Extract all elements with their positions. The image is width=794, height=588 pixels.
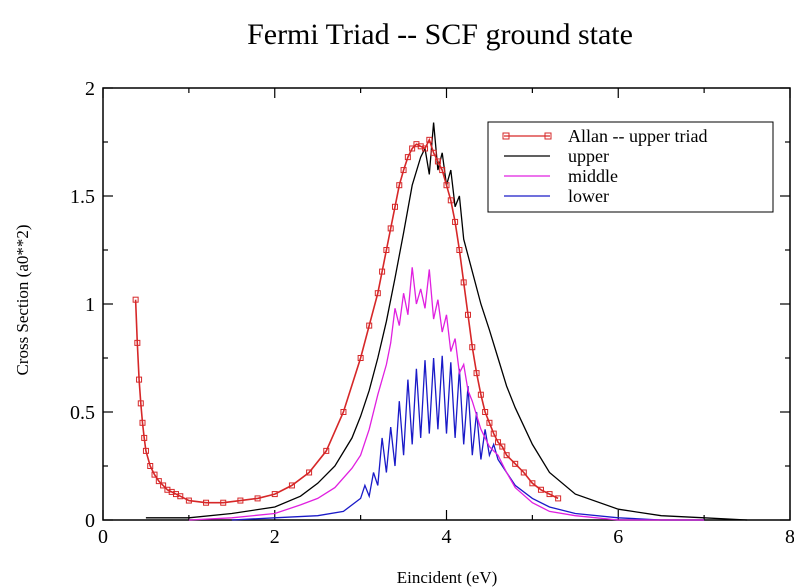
series-point-allan-upper-triad bbox=[220, 499, 227, 506]
series-point-allan-upper-triad bbox=[452, 218, 459, 225]
series-point-allan-upper-triad bbox=[430, 149, 437, 156]
series-point-allan-upper-triad bbox=[147, 463, 154, 469]
series-point-allan-upper-triad bbox=[136, 376, 143, 383]
y-tick-label: 2 bbox=[85, 78, 95, 100]
series-point-allan-upper-triad bbox=[460, 279, 467, 286]
series-point-allan-upper-triad bbox=[160, 482, 167, 489]
series-point-allan-upper-triad bbox=[434, 158, 441, 165]
series-point-allan-upper-triad bbox=[499, 443, 506, 450]
series-point-allan-upper-triad bbox=[537, 486, 544, 493]
legend-marker-allan-upper-triad bbox=[544, 132, 552, 140]
series-point-allan-upper-triad bbox=[142, 447, 149, 454]
series-point-allan-upper-triad bbox=[520, 469, 527, 476]
series-point-allan-upper-triad bbox=[288, 482, 295, 489]
series-point-allan-upper-triad bbox=[464, 311, 471, 318]
series-point-allan-upper-triad bbox=[137, 400, 144, 407]
series-point-allan-upper-triad bbox=[237, 497, 244, 504]
chart-title: Fermi Triad -- SCF ground state bbox=[247, 18, 633, 51]
legend-label-lower: lower bbox=[568, 186, 609, 206]
series-point-allan-upper-triad bbox=[271, 491, 278, 498]
x-tick-label: 4 bbox=[442, 526, 452, 548]
series-point-allan-upper-triad bbox=[374, 290, 381, 297]
series-point-allan-upper-triad bbox=[546, 491, 553, 498]
series-point-allan-upper-triad bbox=[366, 322, 373, 329]
legend-label-upper: upper bbox=[568, 146, 609, 166]
y-tick-label: 1.5 bbox=[70, 186, 95, 208]
legend-box bbox=[487, 121, 774, 213]
x-tick-label: 0 bbox=[98, 526, 108, 548]
series-point-allan-upper-triad bbox=[379, 268, 386, 275]
series-point-allan-upper-triad bbox=[503, 452, 510, 459]
series-point-allan-upper-triad bbox=[422, 145, 429, 152]
series-point-allan-upper-triad bbox=[357, 355, 364, 361]
x-tick-label: 6 bbox=[613, 526, 623, 548]
series-point-allan-upper-triad bbox=[443, 182, 450, 189]
series-point-allan-upper-triad bbox=[482, 409, 489, 415]
series-point-allan-upper-triad bbox=[254, 495, 261, 502]
series-point-allan-upper-triad bbox=[490, 430, 497, 437]
x-tick-label: 2 bbox=[270, 526, 280, 548]
series-point-allan-upper-triad bbox=[512, 460, 519, 467]
series-point-allan-upper-triad bbox=[306, 469, 313, 476]
series-point-allan-upper-triad bbox=[404, 154, 411, 161]
series-point-allan-upper-triad bbox=[486, 419, 493, 426]
series-line-upper bbox=[145, 122, 748, 521]
series-point-allan-upper-triad bbox=[387, 225, 394, 232]
plot-area: 0 2 4 6 8 0 0.5 1 1.5 2 bbox=[70, 78, 794, 548]
series-point-allan-upper-triad bbox=[529, 480, 536, 487]
y-tick-label: 0.5 bbox=[70, 402, 95, 424]
series-point-allan-upper-triad bbox=[185, 497, 192, 504]
legend-marker-allan-upper-triad bbox=[502, 132, 510, 140]
series-point-allan-upper-triad bbox=[177, 493, 184, 500]
x-tick-label: 8 bbox=[785, 526, 794, 548]
legend-label-allan-upper-triad: Allan -- upper triad bbox=[568, 126, 707, 146]
series-point-allan-upper-triad bbox=[396, 182, 403, 189]
series-point-allan-upper-triad bbox=[391, 203, 398, 210]
series-point-allan-upper-triad bbox=[400, 167, 407, 174]
series-point-allan-upper-triad bbox=[447, 197, 454, 204]
series-point-allan-upper-triad bbox=[141, 434, 148, 441]
series-point-allan-upper-triad bbox=[383, 247, 390, 253]
series-point-allan-upper-triad bbox=[426, 136, 433, 143]
series-point-allan-upper-triad bbox=[409, 145, 416, 152]
series-point-allan-upper-triad bbox=[456, 247, 463, 253]
series-point-allan-upper-triad bbox=[203, 499, 210, 506]
series-point-allan-upper-triad bbox=[155, 478, 162, 485]
series-point-allan-upper-triad bbox=[555, 495, 562, 502]
series-point-allan-upper-triad bbox=[139, 419, 146, 426]
x-axis-label: Eincident (eV) bbox=[397, 568, 498, 587]
series-point-allan-upper-triad bbox=[473, 370, 480, 377]
legend-label-middle: middle bbox=[568, 166, 618, 186]
series-point-allan-upper-triad bbox=[134, 339, 141, 346]
series-point-allan-upper-triad bbox=[469, 344, 476, 351]
series-point-allan-upper-triad bbox=[340, 409, 347, 415]
y-tick-label: 0 bbox=[85, 510, 95, 532]
series-point-allan-upper-triad bbox=[439, 167, 446, 174]
series-point-allan-upper-triad bbox=[495, 439, 502, 446]
y-axis-label: Cross Section (a0**2) bbox=[13, 224, 32, 375]
series-point-allan-upper-triad bbox=[132, 296, 139, 303]
series-point-allan-upper-triad bbox=[477, 391, 484, 398]
series-point-allan-upper-triad bbox=[151, 471, 158, 478]
series-point-allan-upper-triad bbox=[323, 447, 330, 454]
y-tick-label: 1 bbox=[85, 294, 95, 316]
series-line-middle bbox=[188, 267, 705, 521]
